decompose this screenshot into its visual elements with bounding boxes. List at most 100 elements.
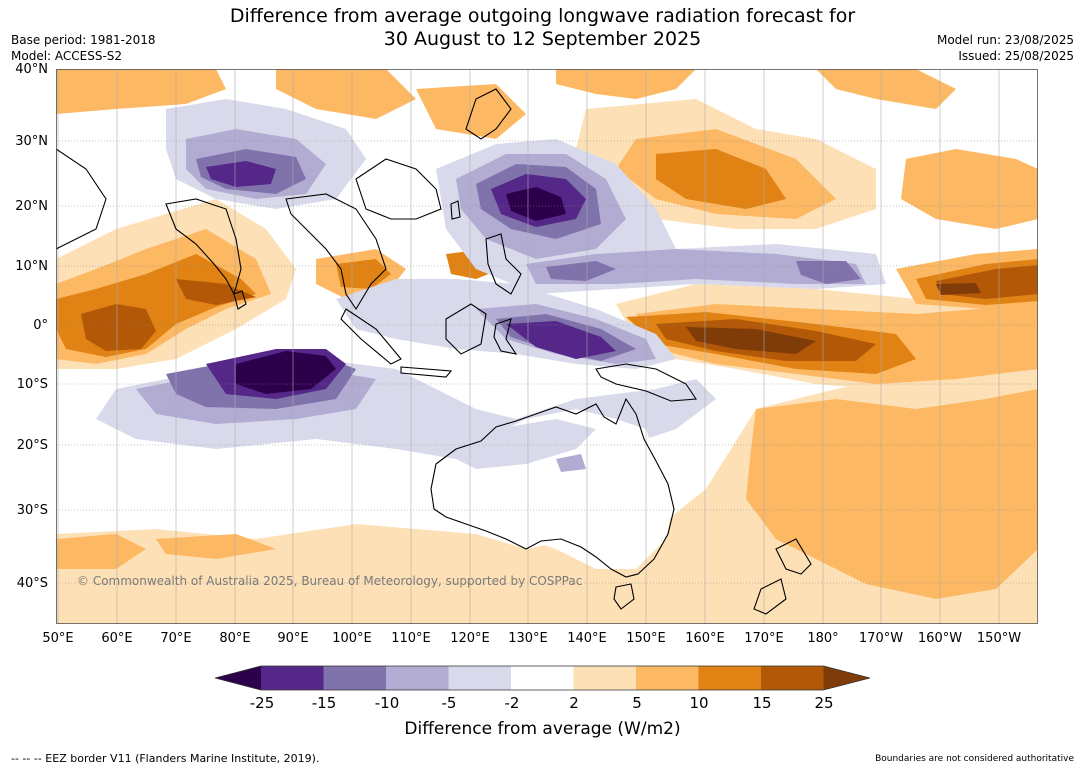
lon-label: 170°W [858,631,904,646]
olr-anomaly-map [56,69,1038,624]
anomaly-region-positive-moderate [56,534,146,569]
lon-label: 150°W [976,631,1022,646]
anomaly-region-positive-moderate [816,69,956,109]
coastline-arabia [56,148,107,250]
colorbar-outline [215,665,870,691]
colorbar-swatch [636,666,699,690]
colorbar-tick-label: 15 [752,694,772,712]
lon-label: 50°E [42,631,74,646]
anomaly-region-negative-moderate [556,454,586,472]
colorbar-swatch [511,666,574,690]
colorbar-tick-label: 5 [632,694,642,712]
metadata-right: Model run: 23/08/2025 Issued: 25/08/2025 [937,32,1074,64]
colorbar-swatch [261,666,324,690]
colorbar-swatch [448,666,511,690]
lon-label: 110°E [391,631,431,646]
anomaly-region-positive-moderate [276,69,416,119]
colorbar-tick-label: 10 [689,694,709,712]
coastline-philippines [485,233,522,295]
lat-label: 20°S [16,438,48,453]
lon-label: 120°E [450,631,490,646]
colorbar-swatch [386,666,449,690]
lat-label: 40°N [15,62,48,77]
model-run-text: Model run: 23/08/2025 [936,33,1074,47]
lon-label: 100°E [332,631,372,646]
lon-label: 70°E [160,631,192,646]
coastline-japan [465,88,512,140]
anomaly-region-positive-moderate [746,389,1038,599]
lat-label: 0° [33,318,48,333]
lon-label: 160°E [685,631,725,646]
lon-label: 90°E [277,631,309,646]
coastline-tasmania [613,583,635,610]
anomaly-region-positive-very-strong [81,304,156,351]
colorbar-high-extension [823,666,870,690]
coastline-borneo [445,303,487,355]
lon-label: 60°E [101,631,133,646]
lon-label: 130°E [508,631,548,646]
colorbar [215,665,870,691]
eez-border-note: -- -- -- EEZ border V11 (Flanders Marine… [11,752,320,765]
lat-label: 30°N [15,134,48,149]
anomaly-region-negative-extreme [236,351,336,394]
colorbar-tick-label: -15 [311,694,337,712]
model-name-text: Model: ACCESS-S2 [11,49,123,63]
lon-label: 170°E [744,631,784,646]
coastline-australia [430,397,675,578]
anomaly-region-positive-moderate [556,69,696,99]
coastlines [56,88,812,615]
anomaly-region-negative-light [436,419,596,469]
anomaly-region-negative-very-strong [506,321,616,359]
anomaly-region-negative-extreme [506,187,566,221]
lon-label: 150°E [626,631,666,646]
colorbar-swatch [698,666,761,690]
colorbar-tick-label: 2 [569,694,579,712]
coastline-taiwan [450,200,461,220]
coastline-sulawesi [493,318,518,355]
copyright-notice: © Commonwealth of Australia 2025, Bureau… [77,574,583,588]
anomaly-region-positive-strong [656,149,786,209]
coastline-java [400,366,453,378]
anomaly-region-negative-moderate [526,249,866,284]
lon-label: 80°E [219,631,251,646]
anomaly-region-positive-extreme [936,283,981,295]
colorbar-low-extension [215,666,261,690]
metadata-left: Base period: 1981-2018 Model: ACCESS-S2 [11,32,156,64]
coastline-sri-lanka [233,290,247,310]
colorbar-swatch [573,666,636,690]
lon-label: 180° [807,631,839,646]
coastline-china [355,158,442,220]
colorbar-tick-label: -2 [504,694,520,712]
colorbar-tick-label: -10 [374,694,400,712]
lon-label: 160°W [917,631,963,646]
issued-date-text: Issued: 25/08/2025 [958,49,1074,63]
colorbar-title: Difference from average (W/m2) [404,719,681,739]
colorbar-tick-label: -5 [441,694,457,712]
lon-label: 140°E [567,631,607,646]
lat-label: 20°N [15,199,48,214]
coastline-new-guinea [595,363,697,402]
colorbar-swatch [323,666,386,690]
coastline-new-zealand-south [753,578,787,615]
anomaly-region-negative-strong [796,261,861,284]
boundaries-disclaimer: Boundaries are not considered authoritat… [875,754,1074,764]
base-period-text: Base period: 1981-2018 [11,33,156,47]
lat-label: 10°N [15,259,48,274]
chart-title-line-1: Difference from average outgoing longwav… [229,5,856,27]
anomaly-region-positive-strong [336,259,391,289]
coastline-sumatra [340,308,402,365]
anomaly-region-negative-very-strong [206,161,276,187]
anomaly-region-positive-extreme [686,327,816,354]
lat-label: 10°S [16,377,48,392]
anomaly-region-positive-moderate [901,149,1038,229]
colorbar-swatch [761,666,824,690]
lat-label: 40°S [16,576,48,591]
anomaly-region-positive-moderate [156,534,276,559]
chart-title-line-2: 30 August to 12 September 2025 [383,28,702,50]
anomaly-region-positive-very-strong [176,279,256,305]
lat-label: 30°S [16,503,48,518]
coastline-new-zealand [775,538,812,575]
colorbar-tick-label: -25 [249,694,275,712]
map-frame [56,69,1038,624]
anomaly-region-positive-moderate [56,69,226,114]
